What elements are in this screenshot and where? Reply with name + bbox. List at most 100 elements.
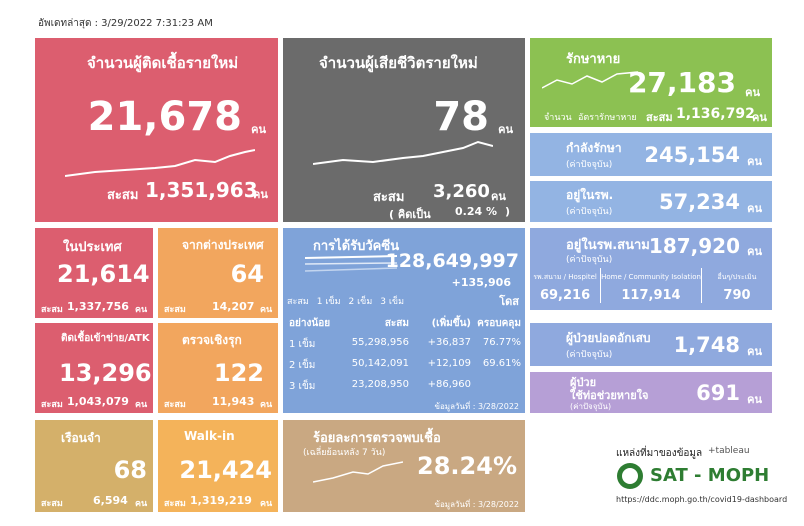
part: อื่นๆ/ประเมิน 790 xyxy=(700,268,772,303)
total-label: สะสม xyxy=(164,499,186,509)
unit: คน xyxy=(251,123,266,136)
title: รักษาหาย xyxy=(566,52,621,67)
tile-prison: เรือนจำ 68 สะสม 6,594 คน xyxy=(35,420,153,512)
tile-walkin: Walk-in 21,424 สะสม 1,319,219 คน xyxy=(158,420,278,512)
total-label: สะสม xyxy=(41,400,63,410)
value: 21,678 xyxy=(87,94,242,140)
table-cell: 69.61% xyxy=(482,358,521,369)
title: ใช้ท่อช่วยหายใจ xyxy=(570,389,649,402)
title: ผู้ป่วย xyxy=(570,376,597,389)
table-cell: สะสม xyxy=(384,318,409,329)
total-label: สะสม xyxy=(373,190,405,205)
total-label: สะสม xyxy=(41,499,63,509)
title: Walk-in xyxy=(184,429,235,443)
value: 27,183 xyxy=(627,66,736,99)
sparkline xyxy=(313,461,403,483)
unit: คน xyxy=(747,202,762,215)
title: ในประเทศ xyxy=(63,240,122,255)
legend-item: สะสม xyxy=(287,297,309,307)
unit: คน xyxy=(491,190,506,203)
legend-item: 1 เข็ม xyxy=(316,297,341,307)
table-cell: +86,960 xyxy=(427,379,471,390)
title: กำลังรักษา xyxy=(566,141,622,155)
source-label: แหล่งที่มาของข้อมูล xyxy=(616,448,703,459)
title: เรือนจำ xyxy=(61,431,101,445)
total: 3,260 xyxy=(433,181,490,202)
part-value: 117,914 xyxy=(621,288,681,303)
table-cell: +36,837 xyxy=(427,337,471,348)
title: ติดเชื้อเข้าข่าย/ATK xyxy=(61,333,150,344)
part: รพ.สนาม / Hospitel 69,216 xyxy=(530,268,600,304)
value: 78 xyxy=(433,94,489,140)
value: 691 xyxy=(696,381,740,405)
table-cell: 1 เข็ม xyxy=(289,339,316,350)
part-label: Home / Community Isolation xyxy=(601,273,701,281)
unit: คน xyxy=(747,345,762,358)
legend-item: 3 เข็ม xyxy=(380,297,405,307)
tableau: +tableau xyxy=(708,446,750,456)
title: จำนวนผู้ติดเชื้อรายใหม่ xyxy=(87,54,239,72)
sparkline xyxy=(313,140,493,165)
tile-new-cases: จำนวนผู้ติดเชื้อรายใหม่ 21,678 คน สะสม 1… xyxy=(35,38,278,222)
tile-ventilator: ผู้ป่วย ใช้ท่อช่วยหายใจ (ค่าปัจจุบัน) 69… xyxy=(530,372,772,413)
unit: โดส xyxy=(499,295,519,308)
unit: คน xyxy=(260,305,273,315)
unit: คน xyxy=(747,245,762,258)
tile-field-hospital: อยู่ในรพ.สนาม (ค่าปัจจุบัน) 187,920 คน ร… xyxy=(530,228,772,310)
unit: คน xyxy=(260,400,273,410)
title: อยู่ในรพ.สนาม xyxy=(566,238,650,253)
total: 1,337,756 xyxy=(67,300,129,313)
table-cell: 76.77% xyxy=(482,337,521,348)
table-row: 1 เข็ม 55,298,956 +36,837 76.77% xyxy=(289,337,521,358)
unit: คน xyxy=(747,393,762,406)
value: 187,920 xyxy=(648,234,740,258)
unit: คน xyxy=(253,188,268,201)
title: จากต่างประเทศ xyxy=(182,238,264,252)
legend-item: 2 เข็ม xyxy=(348,297,373,307)
part-value: 790 xyxy=(723,288,751,303)
value: 13,296 xyxy=(59,359,152,387)
unit: คน xyxy=(745,86,760,99)
value: 28.24% xyxy=(417,452,517,480)
table-cell: +12,109 xyxy=(427,358,471,369)
table-cell: (เพิ่มขึ้น) xyxy=(431,318,471,329)
total: 1,319,219 xyxy=(190,494,252,507)
sparkline xyxy=(65,149,255,177)
total: 1,136,792 xyxy=(676,106,755,122)
tile-proactive: ตรวจเชิงรุก 122 สะสม 11,943 คน xyxy=(158,323,278,413)
legend: จำนวน xyxy=(544,113,572,123)
title: จำนวนผู้เสียชีวิตรายใหม่ xyxy=(319,54,478,72)
org: SAT - MOPH xyxy=(650,465,770,486)
value: 68 xyxy=(113,456,147,484)
tile-positive-rate: ร้อยละการตรวจพบเชื้อ (เฉลี่ยย้อนหลัง 7 ว… xyxy=(283,420,525,512)
title: ร้อยละการตรวจพบเชื้อ xyxy=(313,431,441,446)
tile-atk: ติดเชื้อเข้าข่าย/ATK 13,296 สะสม 1,043,0… xyxy=(35,323,153,413)
tile-domestic: ในประเทศ 21,614 สะสม 1,337,756 คน xyxy=(35,228,153,318)
part-label: รพ.สนาม / Hospitel xyxy=(533,272,597,281)
logo xyxy=(617,463,643,489)
unit: คน xyxy=(135,305,148,315)
parts: รพ.สนาม / Hospitel 69,216 Home / Community… xyxy=(530,268,772,303)
unit: คน xyxy=(260,499,273,509)
rate: 0.24 % xyxy=(455,205,497,218)
unit: คน xyxy=(747,155,762,168)
tile-deaths: จำนวนผู้เสียชีวิตรายใหม่ 78 คน สะสม 3,26… xyxy=(283,38,525,222)
sparkline xyxy=(542,71,638,89)
total-label: สะสม xyxy=(164,305,186,315)
table-cell: 3 เข็ม xyxy=(289,381,316,392)
table-cell: 2 เข็ม xyxy=(289,360,316,371)
tile-pneumonia: ผู้ป่วยปอดอักเสบ (ค่าปัจจุบัน) 1,748 คน xyxy=(530,323,772,366)
note: (ค่าปัจจุบัน) xyxy=(570,402,612,411)
total-label: สะสม xyxy=(164,400,186,410)
total: 14,207 xyxy=(212,300,255,313)
table-cell: อย่างน้อย xyxy=(289,318,331,329)
unit: คน xyxy=(752,111,767,124)
tile-treating: กำลังรักษา (ค่าปัจจุบัน) 245,154 คน xyxy=(530,133,772,176)
part-label: อื่นๆ/ประเมิน xyxy=(717,272,757,281)
tile-vaccine: การได้รับวัคซีน 128,649,997 +135,906 โดส… xyxy=(283,228,525,413)
value: 21,424 xyxy=(179,456,272,484)
total-label: สะสม xyxy=(41,305,63,315)
table-cell: 23,208,950 xyxy=(351,379,409,390)
value: 64 xyxy=(230,260,264,288)
note: (ค่าปัจจุบัน) xyxy=(566,160,613,170)
